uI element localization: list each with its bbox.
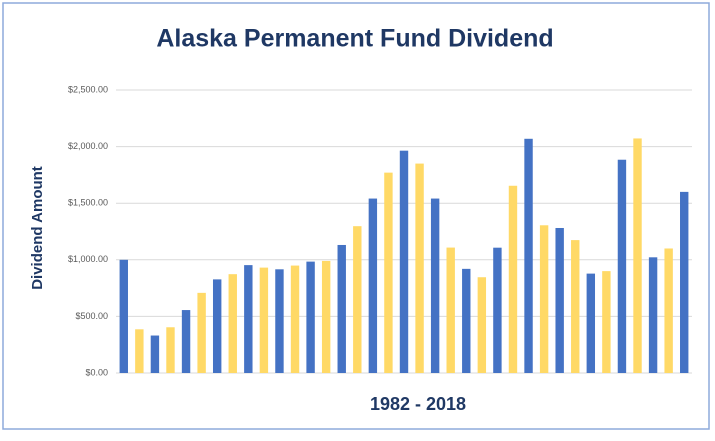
bar (181, 310, 191, 373)
bar (555, 227, 564, 373)
y-tick-label: $0.00 (85, 367, 108, 377)
bar (244, 265, 253, 373)
bar (384, 172, 393, 373)
bar (539, 225, 549, 373)
bar (337, 244, 346, 373)
bar (477, 277, 487, 373)
bar (446, 247, 455, 373)
bar (119, 259, 128, 373)
chart-title: Alaska Permanent Fund Dividend (156, 25, 553, 53)
bar (275, 269, 284, 373)
bar (508, 185, 518, 373)
bar (353, 226, 362, 373)
y-tick-label: $1,000.00 (68, 254, 108, 264)
bar (586, 273, 596, 373)
bar (415, 163, 424, 373)
bar (602, 271, 611, 373)
bar (135, 329, 144, 373)
bar (166, 327, 175, 373)
bar (321, 260, 331, 373)
bar (197, 292, 206, 373)
bar (462, 268, 471, 373)
bar (430, 198, 440, 373)
bar (368, 198, 378, 373)
bar (228, 274, 237, 373)
bar (399, 150, 409, 373)
y-tick-label: $2,500.00 (68, 84, 108, 94)
bar (617, 159, 627, 373)
y-tick-label: $2,000.00 (68, 141, 108, 151)
bar (306, 261, 315, 373)
bar (150, 335, 160, 373)
bar (664, 248, 673, 373)
bar (290, 265, 300, 373)
bar (212, 279, 222, 373)
bar (648, 257, 658, 373)
bar (524, 138, 533, 373)
bar (633, 138, 642, 373)
y-tick-label: $500.00 (75, 311, 108, 321)
bar (571, 240, 580, 373)
bar (259, 267, 269, 373)
y-tick-label: $1,500.00 (68, 198, 108, 208)
x-axis-label: 1982 - 2018 (370, 394, 466, 414)
bar (680, 191, 689, 373)
y-axis-label: Dividend Amount (29, 166, 46, 290)
bar (493, 247, 502, 373)
